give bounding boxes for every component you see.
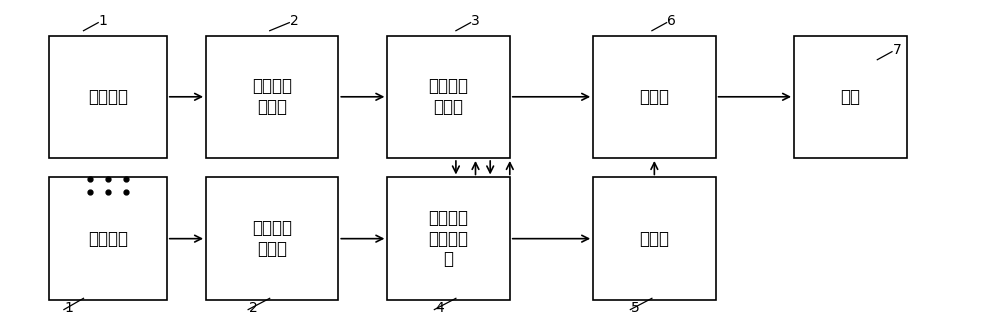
Text: 负载: 负载 <box>840 88 860 106</box>
Bar <box>387 177 510 300</box>
Text: 控制器: 控制器 <box>639 230 669 248</box>
Text: 模糊自寻
优控制模
块: 模糊自寻 优控制模 块 <box>429 209 469 268</box>
Text: 1: 1 <box>99 14 108 28</box>
Text: 5: 5 <box>631 301 640 315</box>
Bar <box>206 36 338 158</box>
Bar <box>593 177 716 300</box>
Text: 2: 2 <box>290 14 299 28</box>
Text: 3: 3 <box>471 14 480 28</box>
Text: 4: 4 <box>435 301 444 315</box>
Bar <box>593 36 716 158</box>
Text: 7: 7 <box>893 43 901 57</box>
Text: 变换器: 变换器 <box>639 88 669 106</box>
Text: 2: 2 <box>249 301 257 315</box>
Bar <box>49 177 167 300</box>
Text: 粒子群运
算模块: 粒子群运 算模块 <box>429 77 469 116</box>
Text: 光伏模块
控制器: 光伏模块 控制器 <box>252 219 292 258</box>
Bar <box>387 36 510 158</box>
Text: 1: 1 <box>64 301 73 315</box>
Text: 光伏模块
控制器: 光伏模块 控制器 <box>252 77 292 116</box>
Text: 光伏模块: 光伏模块 <box>88 230 128 248</box>
Bar <box>794 36 907 158</box>
Text: 光伏模块: 光伏模块 <box>88 88 128 106</box>
Text: 6: 6 <box>667 14 676 28</box>
Bar <box>206 177 338 300</box>
Bar <box>49 36 167 158</box>
